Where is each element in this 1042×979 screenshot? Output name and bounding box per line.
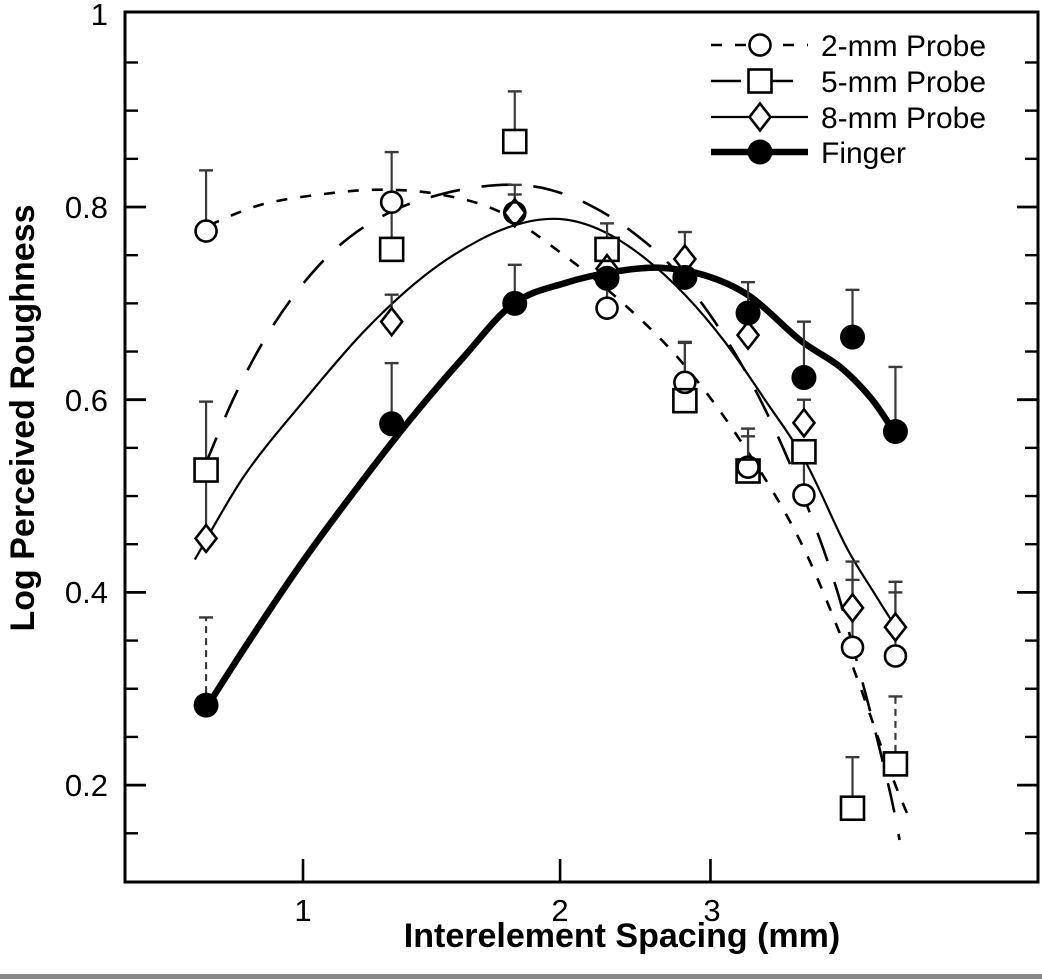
marker-5-mm-probe-5: [735, 458, 761, 484]
legend-marker-5-mm-probe: [747, 68, 773, 94]
marker-5-mm-probe-6: [792, 440, 816, 464]
legend-label-5mm-probe: 5-mm Probe: [821, 66, 986, 99]
y-tick-label-0p8: 0.8: [65, 190, 108, 225]
x-tick-label-3: 3: [703, 893, 720, 928]
marker-5-mm-probe-3: [594, 236, 620, 263]
marker-5-mm-probe-2: [503, 129, 527, 153]
marker-finger-1: [379, 411, 405, 437]
marker-finger-6: [791, 365, 817, 391]
marker-2-mm-probe-1: [381, 191, 403, 213]
marker-2-mm-probe-0: [194, 219, 218, 243]
legend-marker-8-mm-probe: [747, 101, 773, 133]
marker-8-mm-probe-8: [883, 611, 908, 643]
fit-curve-8-mm-probe: [193, 217, 898, 629]
marker-5-mm-probe-0: [194, 458, 218, 482]
marker-5-mm-probe-7: [839, 795, 866, 822]
marker-2-mm-probe-3: [595, 296, 619, 320]
marker-5-mm-probe-0: [193, 457, 219, 483]
marker-2-mm-probe-8: [883, 644, 908, 668]
marker-finger-0: [193, 692, 219, 718]
marker-finger-7: [840, 324, 866, 350]
y-tick-label-1: 1: [91, 0, 108, 32]
marker-8-mm-probe-1: [379, 306, 404, 338]
y-axis-title: Log Perceived Roughness: [4, 205, 42, 632]
y-tick-label-0p4: 0.4: [65, 575, 108, 610]
marker-2-mm-probe-6: [792, 483, 816, 507]
marker-8-mm-probe-6: [793, 409, 815, 437]
marker-finger-3: [594, 265, 620, 291]
marker-2-mm-probe-7: [840, 635, 865, 660]
x-tick-label-2: 2: [551, 893, 568, 928]
legend-label-finger: Finger: [821, 137, 906, 170]
marker-5-mm-probe-4: [673, 389, 697, 413]
legend-marker-finger: [747, 139, 773, 165]
marker-5-mm-probe-1: [378, 236, 405, 263]
marker-5-mm-probe-8: [883, 752, 907, 776]
legend-marker-2-mm-probe: [748, 33, 772, 57]
marker-2-mm-probe-0: [195, 220, 217, 242]
legend-label-2mm-probe: 2-mm Probe: [821, 30, 986, 63]
marker-2-mm-probe-7: [842, 636, 864, 658]
marker-2-mm-probe-8: [884, 645, 906, 667]
x-tick-label-1: 1: [294, 893, 311, 928]
marker-5-mm-probe-5: [736, 459, 760, 483]
marker-2-mm-probe-4: [674, 371, 696, 393]
marker-5-mm-probe-7: [841, 796, 865, 820]
marker-5-mm-probe-2: [501, 128, 528, 155]
legend-label-8mm-probe: 8-mm Probe: [821, 102, 986, 135]
marker-2-mm-probe-4: [673, 370, 697, 395]
marker-2-mm-probe-3: [596, 297, 618, 319]
marker-5-mm-probe-4: [672, 387, 698, 414]
fit-curve-finger: [205, 264, 896, 707]
marker-8-mm-probe-7: [842, 594, 864, 622]
data-markers: [193, 128, 909, 822]
marker-5-mm-probe-6: [791, 438, 817, 465]
x-axis-title: Interelement Spacing (mm): [404, 917, 840, 955]
marker-8-mm-probe-8: [884, 613, 906, 641]
marker-2-mm-probe-6: [793, 484, 815, 506]
marker-8-mm-probe-2: [502, 197, 527, 229]
marker-8-mm-probe-0: [193, 522, 219, 555]
marker-5-mm-probe-8: [882, 751, 909, 777]
axis-ticks: [125, 61, 1038, 882]
marker-finger-5: [735, 300, 761, 326]
marker-8-mm-probe-7: [840, 592, 865, 624]
marker-8-mm-probe-5: [737, 321, 759, 349]
marker-8-mm-probe-5: [735, 319, 761, 351]
legend-samples: [711, 33, 808, 165]
y-tick-label-0p2: 0.2: [65, 768, 108, 803]
marker-finger-4: [672, 264, 698, 290]
marker-finger-8: [882, 418, 908, 444]
marker-5-mm-probe-1: [380, 237, 404, 261]
y-tick-label-0p6: 0.6: [65, 383, 108, 418]
marker-finger-2: [502, 290, 528, 316]
marker-5-mm-probe-3: [595, 237, 619, 261]
marker-8-mm-probe-6: [791, 407, 817, 439]
fit-curve-5-mm-probe: [203, 183, 901, 841]
data-marker-fills: [194, 129, 907, 820]
marker-2-mm-probe-1: [379, 190, 404, 214]
fit-curves: [193, 183, 911, 841]
